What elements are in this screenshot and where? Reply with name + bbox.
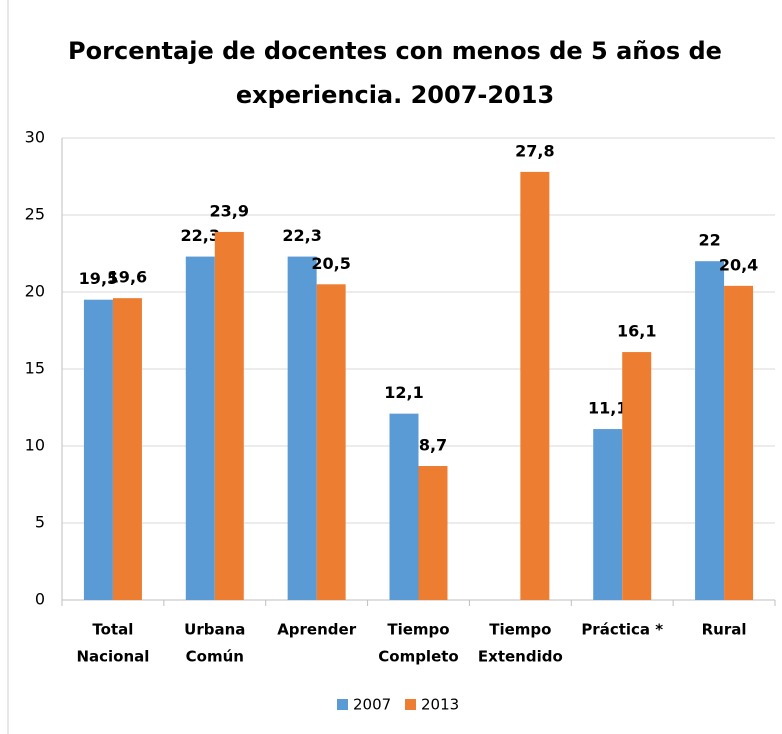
bar [83,299,113,600]
x-tick-label: Común [186,648,244,666]
y-tick-label: 25 [25,205,45,224]
x-tick-label: Urbana [184,621,245,639]
x-tick-label: Tiempo [387,621,449,639]
y-tick-label: 20 [25,282,45,301]
x-tick-label: Práctica * [581,621,663,639]
bar [593,429,623,600]
data-label: 22,3 [282,226,321,245]
bar [622,352,652,600]
bar [520,171,550,600]
x-tick-label: Nacional [76,648,149,666]
legend-label: 2007 [353,696,391,714]
bar [695,261,725,600]
legend-label: 2013 [421,696,459,714]
data-label: 23,9 [210,201,249,220]
bar [214,231,244,600]
x-tick-label: Tiempo [489,621,551,639]
bar [389,413,419,600]
y-tick-label: 15 [25,359,45,378]
y-tick-label: 10 [25,436,45,455]
bar [316,284,346,600]
chart-title: experiencia. 2007-2013 [236,81,554,109]
data-label: 19,6 [108,268,147,287]
data-label: 20,5 [311,254,350,273]
x-tick-label: Aprender [277,621,357,639]
bar [724,285,754,600]
data-label: 22 [698,231,720,250]
legend-swatch [337,699,348,710]
y-tick-label: 30 [25,128,45,147]
x-tick-label: Rural [702,621,747,639]
data-label: 8,7 [419,436,447,455]
bar [287,256,317,600]
x-tick-label: Completo [378,648,458,666]
bar [418,466,448,600]
legend-swatch [405,699,416,710]
data-label: 20,4 [719,255,758,274]
chart-title: Porcentaje de docentes con menos de 5 añ… [68,37,722,65]
x-tick-label: Extendido [478,648,563,666]
data-label: 11,1 [588,399,627,418]
x-tick-label: Total [92,621,133,639]
data-label: 22,3 [181,226,220,245]
data-label: 19,5 [79,269,118,288]
data-label: 16,1 [617,322,656,341]
y-tick-label: 0 [35,590,45,609]
data-label: 27,8 [515,141,554,160]
bar [185,256,215,600]
data-label: 12,1 [384,383,423,402]
bar [112,298,142,600]
y-tick-label: 5 [35,513,45,532]
